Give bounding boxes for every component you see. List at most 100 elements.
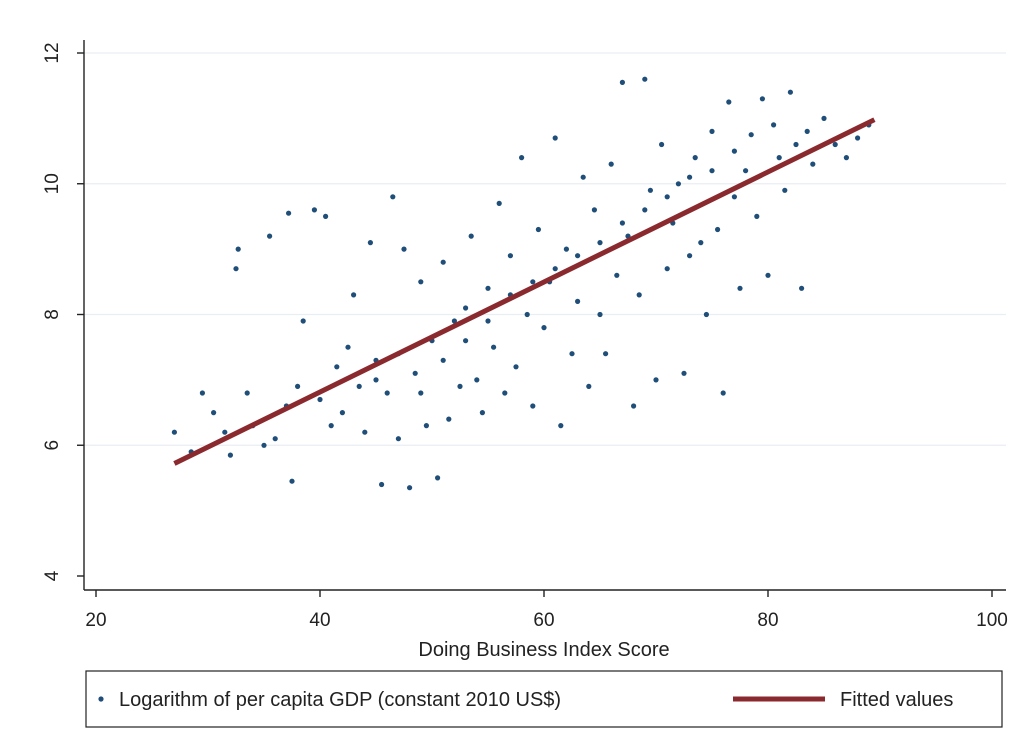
scatter-point-77 — [642, 76, 648, 82]
scatter-point-121 — [552, 266, 558, 272]
scatter-point-92 — [726, 99, 732, 105]
scatter-point-69 — [597, 311, 603, 318]
x-tick-label-2: 60 — [533, 610, 554, 631]
scatter-point-18 — [311, 207, 317, 213]
scatter-point-98 — [759, 96, 766, 102]
scatter-point-14 — [286, 210, 292, 216]
scatter-point-124 — [619, 220, 626, 226]
scatter-point-129 — [731, 148, 738, 154]
scatter-point-17 — [300, 318, 306, 324]
scatter-point-58 — [535, 226, 542, 233]
scatter-point-109 — [832, 141, 838, 148]
scatter-point-120 — [530, 279, 536, 285]
scatter-point-32 — [390, 194, 396, 200]
scatter-point-102 — [782, 187, 788, 193]
fitted-values-line — [173, 117, 876, 466]
scatter-point-110 — [843, 155, 850, 161]
y-tick-label-4: 12 — [42, 42, 63, 63]
scatter-point-84 — [681, 370, 687, 376]
scatter-point-49 — [485, 285, 491, 291]
scatter-point-46 — [468, 233, 474, 239]
scatter-point-118 — [485, 318, 491, 324]
scatter-point-41 — [440, 259, 446, 265]
scatter-point-113 — [373, 377, 379, 383]
scatter-point-80 — [659, 141, 665, 148]
scatter-point-81 — [664, 266, 670, 272]
scatter-point-31 — [384, 390, 390, 396]
scatter-point-90 — [715, 226, 721, 233]
x-tick-label-0: 20 — [85, 610, 106, 631]
scatter-point-34 — [401, 246, 407, 252]
scatter-point-103 — [787, 89, 794, 95]
scatter-point-26 — [356, 383, 362, 389]
scatter-point-88 — [703, 311, 710, 318]
scatter-point-86 — [692, 155, 698, 161]
scatter-point-28 — [367, 240, 373, 246]
x-axis-title: Doing Business Index Score — [418, 639, 669, 661]
scatter-point-56 — [524, 311, 530, 318]
scatter-point-126 — [664, 194, 670, 200]
y-tick-label-0: 4 — [42, 570, 63, 581]
scatter-point-22 — [334, 364, 340, 370]
scatter-point-65 — [575, 298, 581, 304]
scatter-point-33 — [395, 436, 401, 442]
scatter-point-122 — [575, 253, 581, 259]
scatter-point-40 — [435, 475, 441, 481]
scatter-point-93 — [731, 194, 738, 200]
scatter-point-45 — [463, 305, 469, 311]
scatter-point-47 — [474, 377, 480, 383]
scatter-point-73 — [619, 79, 626, 85]
legend-marker-scatter — [98, 696, 104, 702]
scatter-point-23 — [339, 410, 345, 416]
scatter-point-51 — [496, 200, 502, 206]
points-layer — [171, 76, 872, 491]
scatter-point-16 — [295, 383, 301, 389]
scatter-point-5 — [227, 452, 233, 458]
scatter-point-75 — [631, 403, 637, 409]
scatter-point-99 — [765, 272, 771, 278]
scatter-point-96 — [748, 132, 754, 138]
scatter-point-6 — [233, 266, 239, 272]
x-tick-labels: 20 40 60 80 100 — [85, 610, 1007, 631]
y-tick-labels: 4 6 8 10 12 — [42, 42, 63, 581]
scatter-point-66 — [580, 174, 586, 180]
scatter-point-116 — [440, 357, 446, 363]
scatter-point-78 — [647, 187, 654, 193]
scatter-point-30 — [379, 481, 385, 488]
scatter-point-42 — [446, 416, 452, 422]
y-tick-label-2: 8 — [42, 309, 63, 320]
scatter-point-61 — [552, 135, 558, 141]
scatter-point-108 — [821, 115, 827, 121]
scatter-point-106 — [804, 128, 810, 134]
scatter-point-37 — [418, 279, 424, 285]
grid-layer — [84, 52, 1006, 446]
scatter-point-67 — [586, 383, 592, 389]
scatter-point-8 — [244, 390, 250, 396]
scatter-point-59 — [541, 325, 547, 331]
scatter-point-91 — [720, 390, 726, 396]
scatter-point-36 — [412, 370, 418, 376]
scatter-point-52 — [502, 390, 508, 396]
scatter-point-87 — [698, 240, 704, 246]
scatter-point-4 — [222, 429, 228, 435]
axes-layer — [77, 40, 1006, 597]
scatter-point-57 — [530, 403, 536, 409]
scatter-point-21 — [328, 423, 334, 429]
scatter-point-24 — [345, 344, 351, 350]
scatter-point-68 — [591, 207, 598, 213]
scatter-point-111 — [855, 135, 861, 141]
y-tick-label-3: 10 — [42, 173, 63, 194]
scatter-point-63 — [563, 246, 570, 252]
scatter-point-48 — [479, 410, 485, 416]
scatter-point-101 — [776, 155, 782, 161]
scatter-point-70 — [603, 351, 609, 357]
scatter-point-95 — [743, 168, 749, 174]
scatter-point-72 — [614, 272, 620, 278]
scatter-point-128 — [709, 168, 715, 174]
legend-label-fitted: Fitted values — [840, 689, 953, 711]
scatter-point-125 — [642, 207, 648, 213]
scatter-point-62 — [558, 423, 564, 429]
x-tick-label-3: 80 — [757, 610, 778, 631]
scatter-point-105 — [799, 285, 805, 291]
